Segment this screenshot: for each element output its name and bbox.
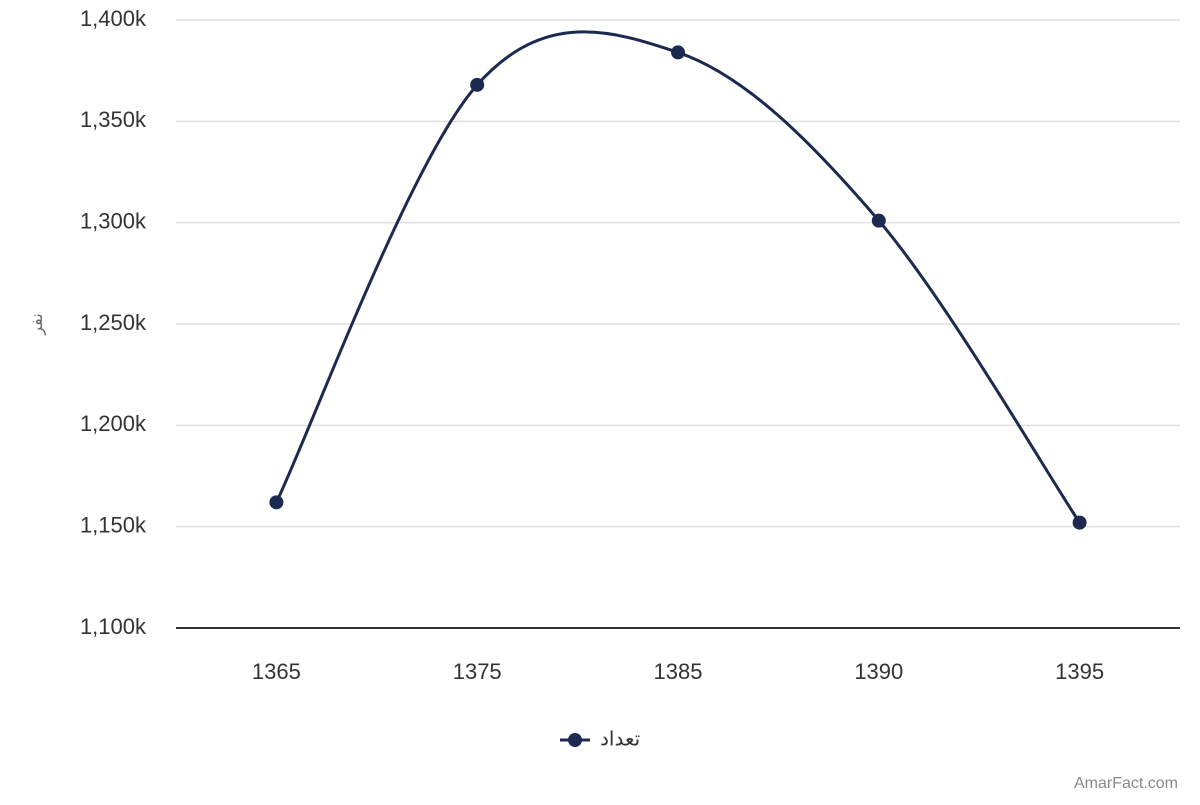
y-tick-label: 1,400k — [80, 6, 147, 31]
y-axis-label: نفر — [29, 313, 47, 335]
y-tick-label: 1,150k — [80, 512, 147, 537]
data-point — [1072, 515, 1087, 530]
x-tick-label: 1395 — [1055, 659, 1104, 684]
x-tick-label: 1390 — [854, 659, 903, 684]
legend-marker — [568, 733, 582, 747]
y-tick-label: 1,300k — [80, 208, 147, 233]
y-tick-label: 1,200k — [80, 411, 147, 436]
legend-label: تعداد — [600, 728, 640, 750]
x-tick-label: 1375 — [453, 659, 502, 684]
watermark: AmarFact.com — [1074, 775, 1178, 792]
x-tick-label: 1365 — [252, 659, 301, 684]
x-tick-label: 1385 — [654, 659, 703, 684]
data-point — [671, 45, 685, 60]
y-tick-label: 1,350k — [80, 107, 147, 132]
y-tick-label: 1,100k — [80, 614, 147, 639]
data-point — [871, 213, 886, 228]
series-line — [275, 30, 1081, 524]
data-point — [470, 77, 485, 92]
y-tick-label: 1,250k — [80, 310, 147, 335]
data-point — [269, 495, 284, 510]
